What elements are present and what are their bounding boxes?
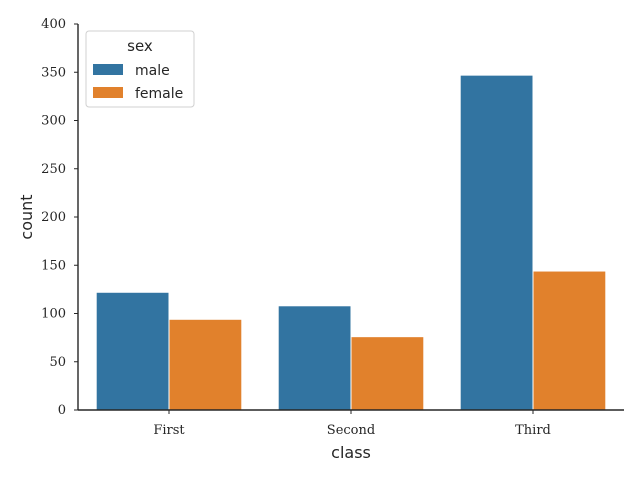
legend: sex male female <box>85 30 195 108</box>
y-axis-title: count <box>17 194 36 239</box>
x-tick-labels: First Second Third <box>153 410 551 438</box>
bar-male-second <box>277 305 352 411</box>
y-tick-label: 200 <box>41 210 66 225</box>
y-tick-label: 250 <box>41 162 66 177</box>
legend-title: sex <box>127 37 153 55</box>
bars-layer <box>95 74 607 411</box>
bar-female-first <box>168 318 243 411</box>
y-tick-label: 0 <box>58 403 66 418</box>
y-tick-label: 50 <box>49 355 66 370</box>
y-tick-labels: 0 50 100 150 200 250 300 350 400 <box>41 17 78 418</box>
legend-swatch-female <box>93 87 123 98</box>
legend-items: male female <box>93 63 183 102</box>
x-tick-label: First <box>153 423 185 438</box>
y-tick-label: 400 <box>41 17 66 32</box>
x-tick-label: Third <box>515 423 551 438</box>
bar-male-third <box>459 74 534 411</box>
y-tick-label: 300 <box>41 114 66 129</box>
legend-label-female: female <box>135 86 183 102</box>
y-tick-label: 100 <box>41 307 66 322</box>
legend-swatch-male <box>93 64 123 75</box>
y-tick-label: 150 <box>41 258 66 273</box>
bar-male-first <box>95 291 170 411</box>
x-tick-label: Second <box>327 423 375 438</box>
legend-label-male: male <box>135 63 170 79</box>
bar-female-second <box>350 336 425 411</box>
y-tick-label: 350 <box>41 65 66 80</box>
x-axis-title: class <box>331 443 371 462</box>
bar-female-third <box>532 270 607 411</box>
